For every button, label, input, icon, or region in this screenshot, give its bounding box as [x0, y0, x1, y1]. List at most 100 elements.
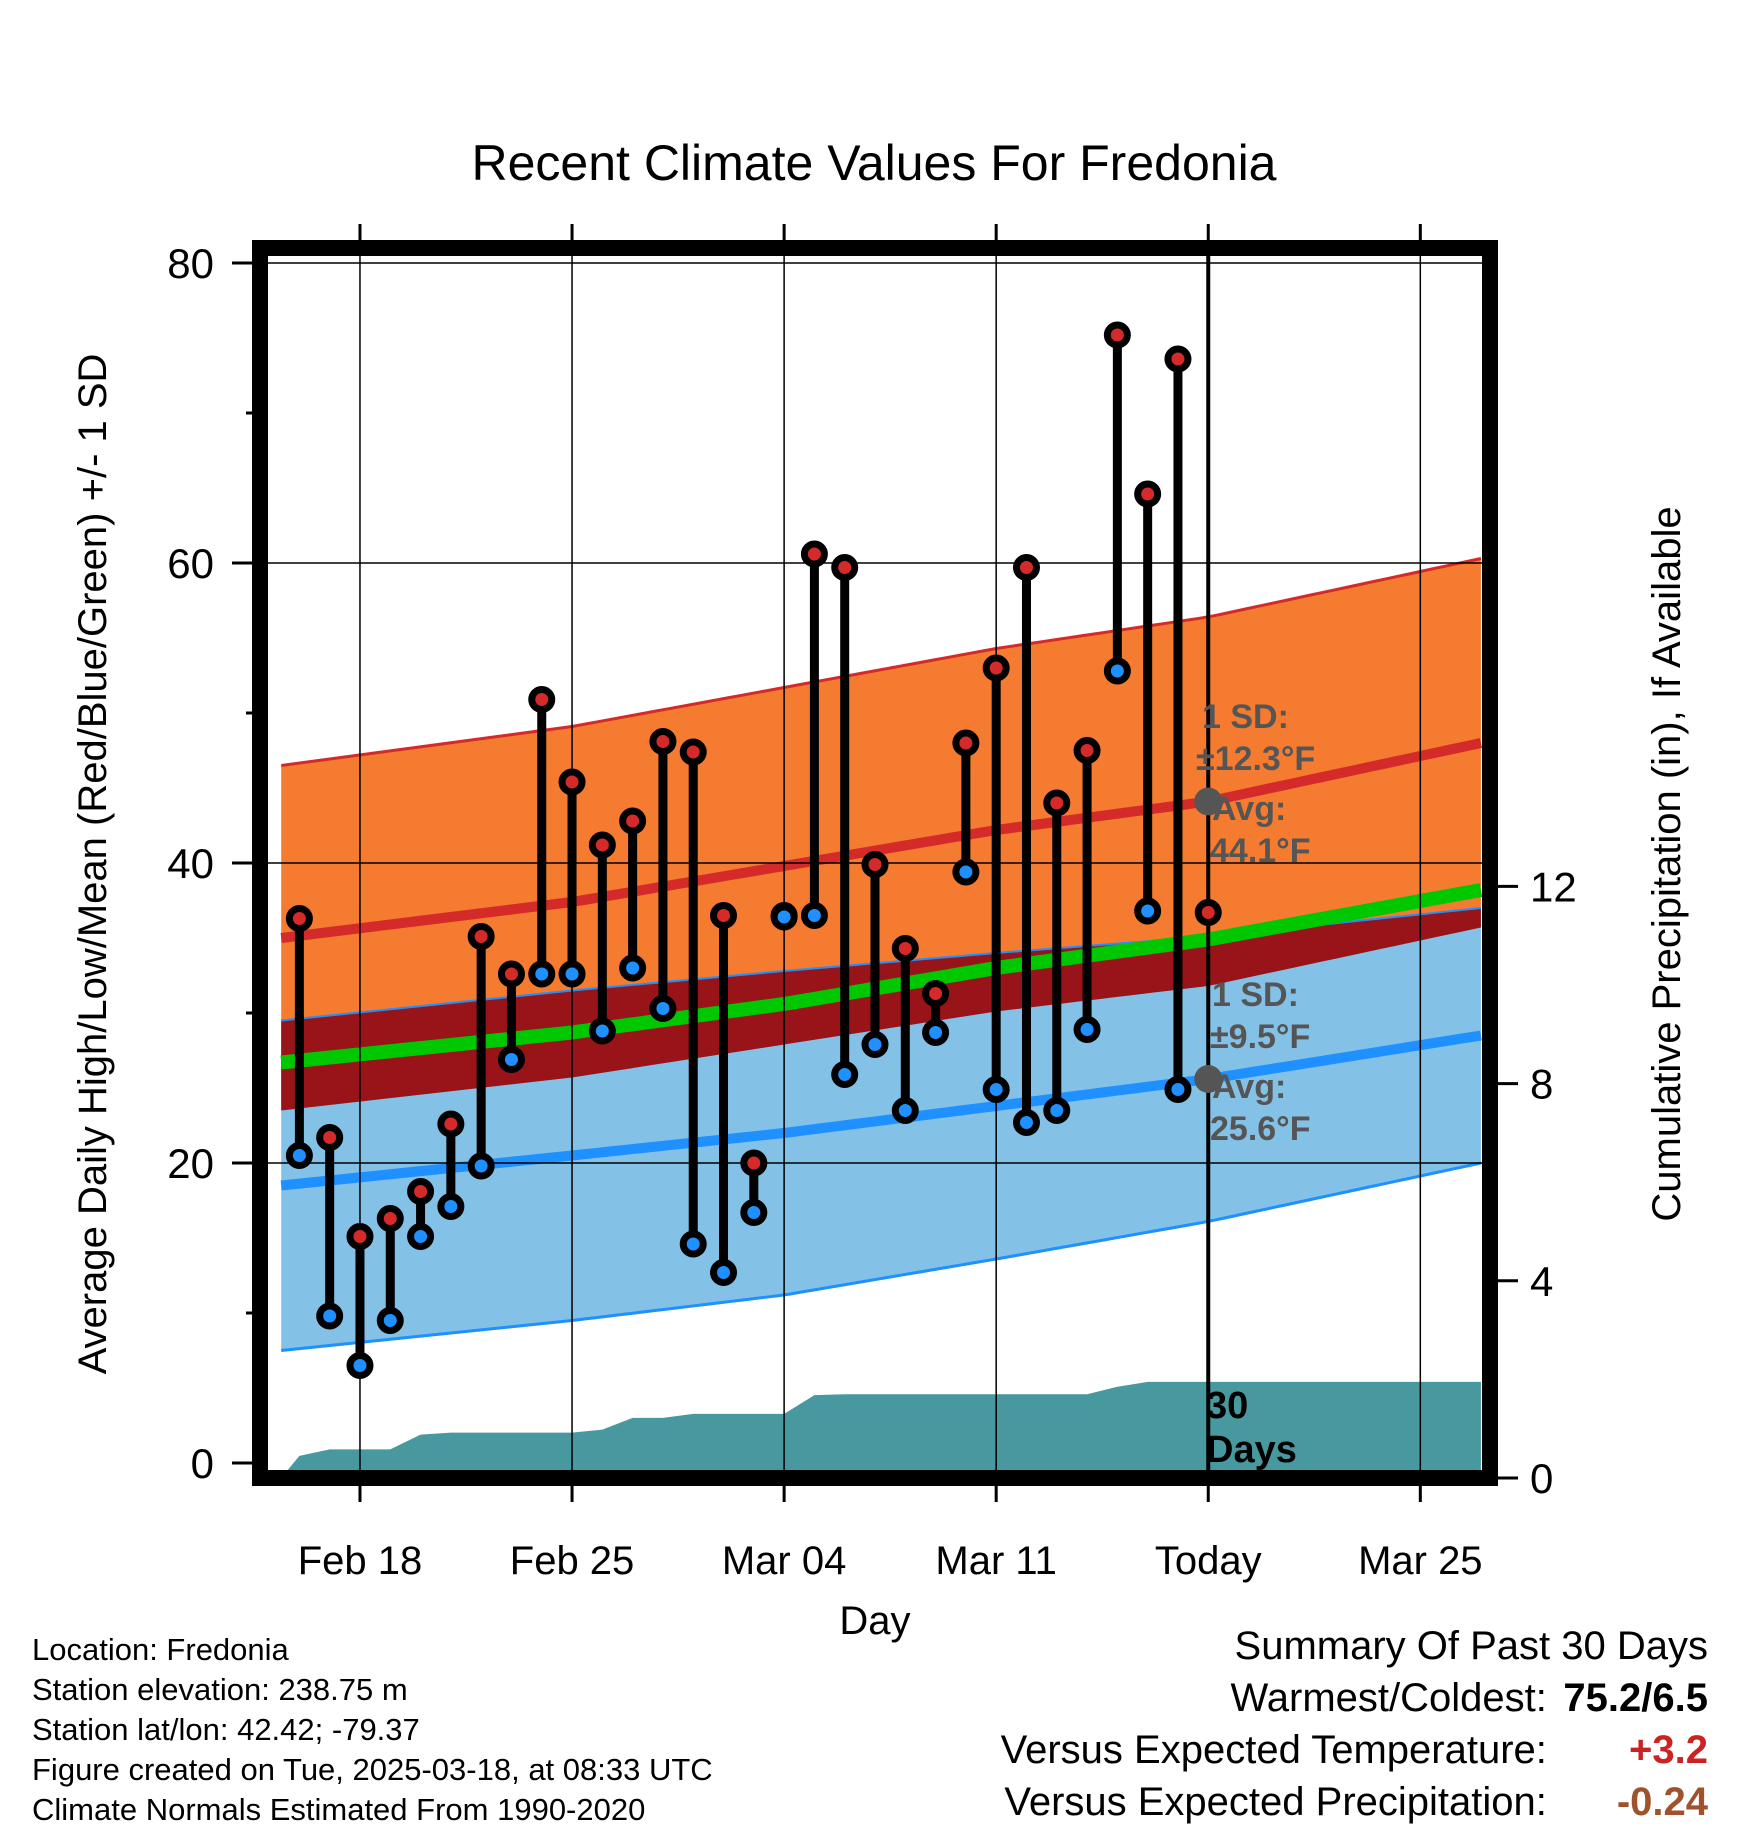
y-tick-label-left: 60	[167, 540, 214, 587]
warm-cold-value: 75.2/6.5	[1563, 1676, 1708, 1720]
daily-high-point	[346, 1223, 374, 1250]
daily-low-point	[467, 1152, 495, 1180]
today-high-normal-marker	[1194, 787, 1223, 816]
summary-panel: Summary Of Past 30 Days Warmest/Coldest:…	[1001, 1620, 1708, 1828]
daily-high-point	[1012, 554, 1040, 581]
daily-high-point	[285, 905, 313, 932]
daily-low-point	[770, 903, 798, 931]
daily-low-point	[861, 1031, 889, 1058]
daily-low-point	[528, 960, 556, 988]
daily-low-point	[891, 1097, 919, 1124]
daily-low-point	[800, 902, 828, 929]
daily-high-point	[1164, 345, 1192, 373]
daily-high-point	[528, 686, 556, 713]
daily-low-point	[588, 1017, 616, 1045]
summary-warm-cold: Warmest/Coldest: 75.2/6.5	[1001, 1672, 1709, 1724]
daily-high-point	[1103, 321, 1131, 349]
daily-high-point	[1073, 737, 1101, 764]
daily-high-point	[316, 1124, 344, 1151]
daily-high-point	[952, 729, 980, 757]
daily-high-point	[922, 980, 950, 1007]
y-tick-label-left: 20	[167, 1140, 214, 1187]
high-avg-value: 44.1°F	[1210, 832, 1311, 870]
daily-low-point	[922, 1019, 950, 1046]
daily-high-point	[619, 807, 647, 835]
summary-temp: Versus Expected Temperature: +3.2	[1001, 1724, 1708, 1776]
y-tick-label-right: 0	[1530, 1455, 1553, 1502]
daily-high-point	[1134, 480, 1162, 508]
today-low-normal-marker	[1194, 1065, 1223, 1093]
y-tick-label-left: 80	[167, 240, 214, 287]
precip-value: -0.24	[1616, 1780, 1708, 1824]
daily-high-point	[376, 1205, 404, 1232]
low-lower-sd-line	[281, 1161, 1482, 1352]
daily-high-point	[982, 654, 1010, 682]
high-avg-label: Avg:	[1212, 790, 1286, 828]
y-tick-label-right: 12	[1530, 863, 1577, 910]
daily-high-point	[407, 1178, 435, 1205]
station-info: Location: Fredonia Station elevation: 23…	[32, 1630, 713, 1830]
daily-high-point	[437, 1110, 465, 1138]
y-tick-label-right: 4	[1530, 1258, 1553, 1305]
precip-area	[281, 1381, 1481, 1478]
created-text: Figure created on Tue, 2025-03-18, at 08…	[32, 1752, 713, 1787]
low-avg-label: Avg:	[1212, 1068, 1286, 1106]
daily-high-point	[861, 851, 889, 878]
daily-high-point	[558, 768, 586, 796]
daily-high-point	[800, 540, 828, 568]
daily-low-point	[558, 960, 586, 988]
latlon-text: Station lat/lon: 42.42; -79.37	[32, 1712, 420, 1747]
temp-label: Versus Expected Temperature:	[1000, 1728, 1547, 1772]
low-sd-value: ±9.5°F	[1210, 1018, 1310, 1056]
daily-low-point	[649, 995, 677, 1022]
daily-low-point	[1043, 1097, 1071, 1124]
y-axis-label-right: Cumulative Precipitation (in), If Availa…	[1645, 506, 1689, 1221]
daily-high-point	[649, 728, 677, 755]
low-avg-value: 25.6°F	[1210, 1110, 1311, 1148]
elevation-text: Station elevation: 238.75 m	[32, 1672, 408, 1707]
precip-label: Versus Expected Precipitation:	[1004, 1780, 1547, 1824]
daily-high-point	[1194, 899, 1222, 926]
daily-low-point	[1012, 1109, 1040, 1136]
daily-low-point	[497, 1046, 525, 1073]
high-upper-sd-line	[281, 557, 1482, 767]
temp-value: +3.2	[1629, 1728, 1708, 1772]
daily-high-point	[740, 1149, 768, 1177]
x-tick-label: Mar 11	[935, 1539, 1057, 1583]
warm-cold-label: Warmest/Coldest:	[1230, 1676, 1547, 1720]
high-sd-label: 1 SD:	[1202, 698, 1289, 736]
y-axis-label-left: Average Daily High/Low/Mean (Red/Blue/Gr…	[71, 354, 115, 1375]
x-axis-label: Day	[839, 1599, 910, 1643]
x-tick-label: Feb 18	[298, 1539, 423, 1583]
y-tick-label-right: 8	[1530, 1061, 1553, 1108]
daily-low-point	[619, 954, 647, 982]
daily-high-point	[1043, 789, 1071, 817]
summary-precip: Versus Expected Precipitation: -0.24	[1001, 1776, 1708, 1828]
x-tick-label: Today	[1155, 1539, 1262, 1583]
x-tick-label: Feb 25	[510, 1539, 635, 1583]
daily-low-point	[407, 1223, 435, 1250]
daily-low-point	[952, 858, 980, 886]
high-avg-line	[280, 738, 1482, 943]
low-sd-label: 1 SD:	[1212, 976, 1299, 1014]
daily-low-point	[437, 1193, 465, 1220]
y-tick-label-left: 0	[191, 1440, 214, 1487]
daily-low-point	[346, 1352, 374, 1379]
x-tick-label: Mar 25	[1358, 1539, 1483, 1583]
daily-low-point	[376, 1307, 404, 1334]
x-tick-label: Mar 04	[722, 1539, 847, 1583]
daily-low-point	[1134, 897, 1162, 925]
normals-text: Climate Normals Estimated From 1990-2020	[32, 1792, 646, 1827]
daily-low-point	[982, 1076, 1010, 1103]
high-sd-value: ±12.3°F	[1196, 740, 1315, 778]
daily-low-point	[1103, 657, 1131, 685]
daily-low-point	[740, 1199, 768, 1226]
chart-title: Recent Climate Values For Fredonia	[472, 135, 1277, 191]
daily-high-point	[679, 738, 707, 766]
daily-high-point	[891, 935, 919, 962]
daily-low-point	[679, 1230, 707, 1258]
daily-low-point	[1073, 1016, 1101, 1043]
daily-low-point	[1164, 1076, 1192, 1103]
daily-low-point	[285, 1142, 313, 1169]
